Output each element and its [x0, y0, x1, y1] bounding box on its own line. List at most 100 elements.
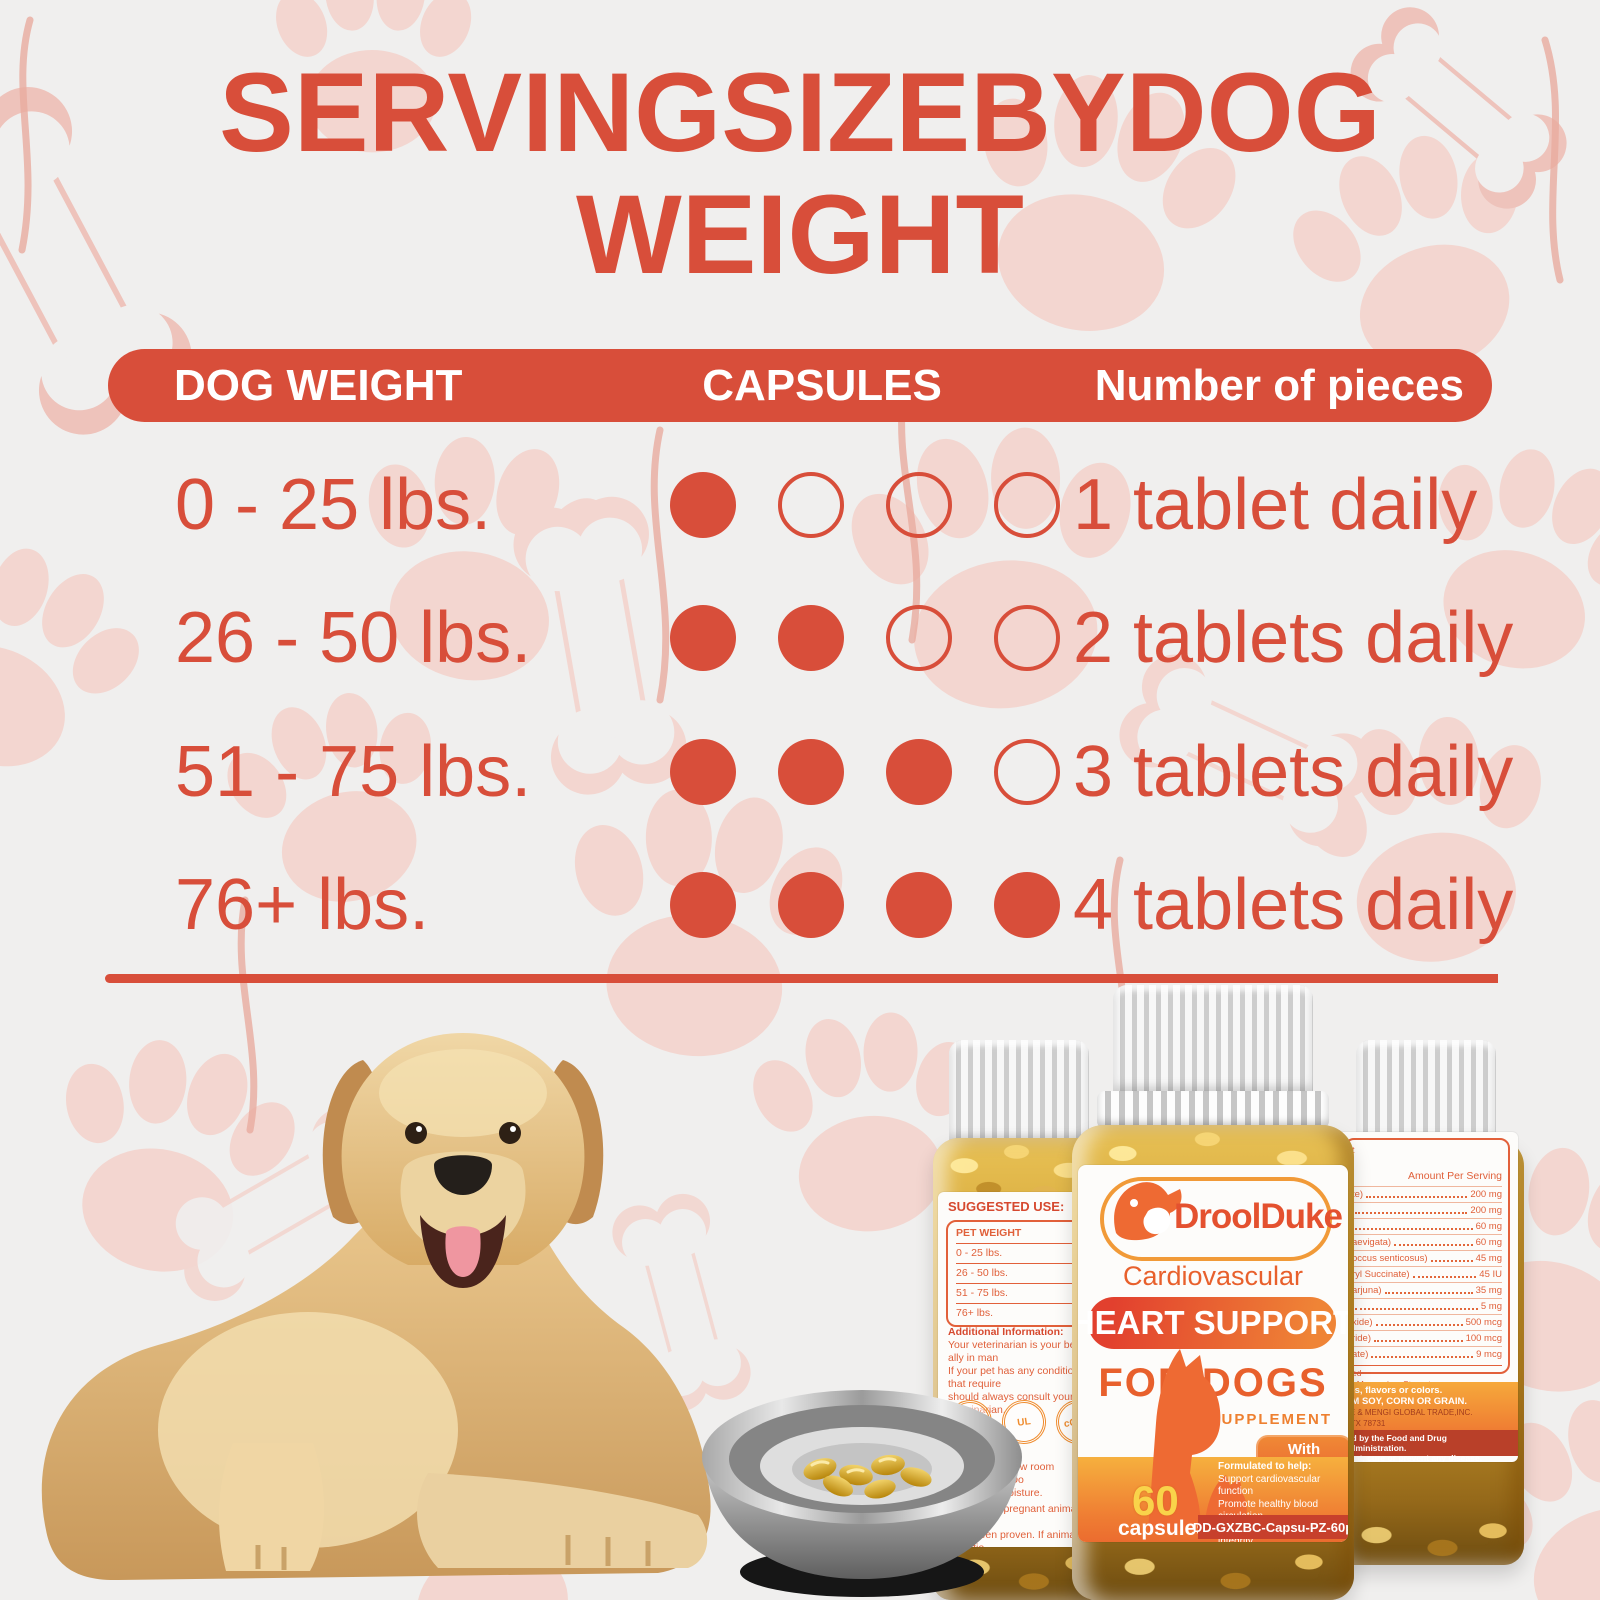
- dog-bowl-photo: [702, 1390, 1022, 1597]
- capsule-dot-filled: [778, 605, 844, 672]
- company-band: ves, flavors or colors. OM SOY, CORN OR G…: [1336, 1382, 1518, 1439]
- capsule-dot-empty: [994, 738, 1060, 805]
- additional-info: Additional Information: Your veterinaria…: [948, 1326, 1098, 1417]
- facts-row: ate) 9 mcg: [1352, 1346, 1502, 1362]
- ingredient-name: occus senticosus): [1352, 1252, 1428, 1264]
- bottle-cap: [1356, 1040, 1496, 1144]
- facts-row: 5 mg: [1352, 1298, 1502, 1314]
- capsule-dots: [670, 472, 1060, 538]
- column-header-number-of-pieces: Number of pieces: [1094, 360, 1464, 410]
- supplement-facts-box: t Amount Per Serving te) 200 mg: [1344, 1138, 1510, 1399]
- company-band-bold: ves, flavors or colors. OM SOY, CORN OR G…: [1344, 1385, 1510, 1407]
- capsule-dot-empty: [994, 605, 1060, 672]
- suggested-use-row: 0 - 25 lbs. 1 t: [956, 1244, 1102, 1264]
- facts-row: occus senticosus) 45 mg: [1352, 1250, 1502, 1266]
- capsule-dot-empty: [886, 605, 952, 672]
- labrador-dog-photo: [41, 1033, 711, 1581]
- additional-info-line: Your veterinarian is your best ally in m…: [948, 1339, 1084, 1364]
- dog-weight-value: 26 - 50 lbs.: [175, 598, 532, 679]
- capsule-dot-filled: [778, 871, 844, 938]
- supplement-bottle-front: DroolDuke Cardiovascular System HEART SU…: [1072, 985, 1354, 1600]
- dog-head-icon: [1114, 1182, 1182, 1241]
- capsule-dot-filled: [886, 871, 952, 938]
- additional-info-lines: Your veterinarian is your best ally in m…: [948, 1339, 1098, 1417]
- capsule-dots: [670, 871, 1060, 938]
- fda-disclaimer-line: ted by the Food and Drug Administration.: [1344, 1433, 1447, 1453]
- pet-weight-col: PET WEIGHT: [956, 1227, 1022, 1239]
- ingredient-amount: 100 mcg: [1465, 1332, 1502, 1344]
- capsule-count: 60: [1132, 1477, 1179, 1524]
- company-band-line: ves, flavors or colors.: [1344, 1385, 1443, 1396]
- dotted-leader: [1374, 1339, 1463, 1342]
- facts-row: 60 mg: [1352, 1218, 1502, 1234]
- additional-info-heading: Additional Information:: [948, 1326, 1064, 1338]
- pet-weight-cell: 51 - 75 lbs.: [956, 1287, 1008, 1299]
- other-ingredients-line: ed: [1352, 1368, 1362, 1378]
- page-title-line2: WEIGHT: [576, 172, 1024, 297]
- dotted-leader: [1375, 1323, 1463, 1326]
- page-title-line1: SERVINGSIZEBYDOG: [219, 50, 1381, 175]
- fda-disclaimer-strip: ted by the Food and Drug Administration.…: [1336, 1430, 1518, 1462]
- headline-band: HEART SUPPORT: [1078, 1297, 1348, 1349]
- suggested-use-heading: SUGGESTED USE:: [948, 1199, 1065, 1214]
- ingredient-amount: 5 mg: [1480, 1300, 1502, 1312]
- dog-weight-value: 76+ lbs.: [175, 864, 430, 945]
- bottle-cap: [949, 1040, 1089, 1144]
- capsule-dot-filled: [994, 871, 1060, 938]
- ingredient-amount: 45 mg: [1475, 1252, 1502, 1264]
- suggested-use-rows: 0 - 25 lbs. 1 t 26 - 50 lbs. 2 t 51 - 75…: [956, 1244, 1102, 1323]
- headline-text: HEART SUPPORT: [1078, 1304, 1348, 1341]
- ingredient-name: te): [1352, 1188, 1364, 1200]
- capsule-dot-empty: [886, 472, 952, 538]
- facts-fragment: t: [1352, 1144, 1502, 1156]
- ingredient-name: ate): [1352, 1348, 1369, 1360]
- fda-disclaimer-line: treat, cure or prevent any disease.: [1344, 1453, 1482, 1462]
- dotted-leader: [1366, 1195, 1468, 1198]
- ingredient-name: ride): [1352, 1332, 1372, 1344]
- ingredient-name: arjuna): [1352, 1284, 1382, 1296]
- capsule-dots: [670, 605, 1060, 672]
- suggested-use-table-header: PET WEIGHT NUMB: [956, 1224, 1102, 1244]
- ingredient-amount: 500 mcg: [1465, 1316, 1502, 1328]
- table-header-bar: DOG WEIGHT CAPSULES Number of pieces: [108, 349, 1492, 422]
- capsule-dot-filled: [778, 738, 844, 805]
- suggested-use-row: 76+ lbs. 4 t: [956, 1304, 1102, 1323]
- suggested-use-row: 26 - 50 lbs. 2 t: [956, 1264, 1102, 1284]
- column-header-dog-weight: DOG WEIGHT: [174, 360, 463, 410]
- brand-name: DroolDuke: [1174, 1197, 1343, 1236]
- column-header-capsules: CAPSULES: [702, 360, 942, 410]
- ingredient-name: ryl Succinate): [1352, 1268, 1410, 1280]
- benefits-heading: Formulated to help:: [1218, 1461, 1312, 1472]
- facts-row: ryl Succinate) 45 IU: [1352, 1266, 1502, 1282]
- section-divider: [105, 974, 1498, 983]
- supplement-bottle-back-right: t Amount Per Serving te) 200 mg: [1330, 1040, 1524, 1565]
- ingredient-amount: 35 mg: [1475, 1284, 1502, 1296]
- dosage-table: 0 - 25 lbs. 1 tablet daily 26 - 50 lbs. …: [105, 455, 1513, 955]
- pet-weight-cell: 76+ lbs.: [956, 1307, 994, 1319]
- pieces-value: 2 tablets daily: [1073, 598, 1514, 679]
- pieces-value: 3 tablets daily: [1073, 731, 1514, 812]
- company-band-line: OM SOY, CORN OR GRAIN.: [1344, 1396, 1467, 1407]
- facts-row: aevigata) 60 mg: [1352, 1234, 1502, 1250]
- ingredient-name: aevigata): [1352, 1236, 1392, 1248]
- company-band-line: L,TX 78731: [1344, 1419, 1386, 1428]
- pet-weight-cell: 0 - 25 lbs.: [956, 1247, 1003, 1259]
- facts-rows: te) 200 mg 200 mg: [1352, 1186, 1502, 1362]
- pet-weight-cell: 26 - 50 lbs.: [956, 1267, 1008, 1279]
- capsule-dot-empty: [778, 472, 844, 538]
- pieces-value: 1 tablet daily: [1073, 465, 1478, 545]
- capsule-dot-filled: [670, 472, 736, 538]
- facts-row: ride) 100 mcg: [1352, 1330, 1502, 1346]
- ingredient-amount: 60 mg: [1475, 1220, 1502, 1232]
- dosage-row: 76+ lbs. 4 tablets daily: [105, 855, 1513, 955]
- benefit-line: Support cardiovascular function: [1218, 1473, 1321, 1498]
- ingredient-amount: 200 mg: [1470, 1188, 1502, 1200]
- capsule-dot-filled: [670, 605, 736, 672]
- page-title: SERVINGSIZEBYDOG WEIGHT: [0, 52, 1600, 296]
- facts-row: arjuna) 35 mg: [1352, 1282, 1502, 1298]
- dosage-row: 51 - 75 lbs. 3 tablets daily: [105, 722, 1513, 822]
- company-band-line: DE & MENGI GLOBAL TRADE,INC.: [1344, 1408, 1473, 1417]
- capsule-dot-filled: [670, 871, 736, 938]
- capsule-dot-filled: [886, 738, 952, 805]
